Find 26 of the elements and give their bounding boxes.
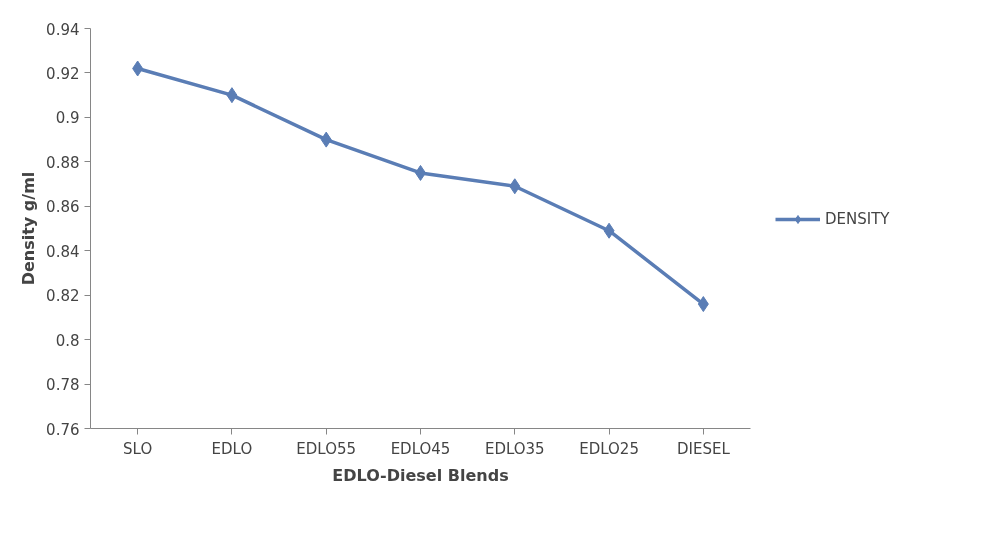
x-tick-label: EDLO25 (579, 439, 639, 458)
y-tick-label: 0.9 (55, 109, 80, 128)
y-tick-label: 0.76 (46, 420, 80, 439)
x-tick-label: EDLO35 (484, 439, 545, 458)
y-tick-label: 0.86 (46, 198, 80, 217)
y-tick-label: 0.94 (46, 20, 80, 39)
x-tick-label: EDLO55 (296, 439, 357, 458)
y-axis-title: Density g/ml (19, 171, 39, 286)
y-tick-label: 0.82 (46, 287, 80, 306)
x-axis-title: EDLO-Diesel Blends (332, 465, 509, 485)
point (603, 222, 615, 239)
point (226, 87, 238, 104)
legend-label: DENSITY (825, 209, 890, 228)
y-tick-label: 0.84 (46, 242, 80, 261)
point (132, 60, 144, 77)
y-tick-label: 0.78 (46, 376, 80, 395)
point (697, 296, 709, 313)
point (320, 131, 332, 148)
y-tick-label: 0.92 (46, 64, 80, 83)
x-tick-label: DIESEL (676, 439, 731, 458)
y-tick-label: 0.88 (46, 153, 80, 172)
x-tick-label: EDLO (211, 439, 253, 458)
point (509, 178, 521, 195)
x-tick-label: EDLO45 (390, 439, 451, 458)
x-tick-label: SLO (123, 439, 153, 458)
y-tick-label: 0.8 (55, 331, 80, 350)
